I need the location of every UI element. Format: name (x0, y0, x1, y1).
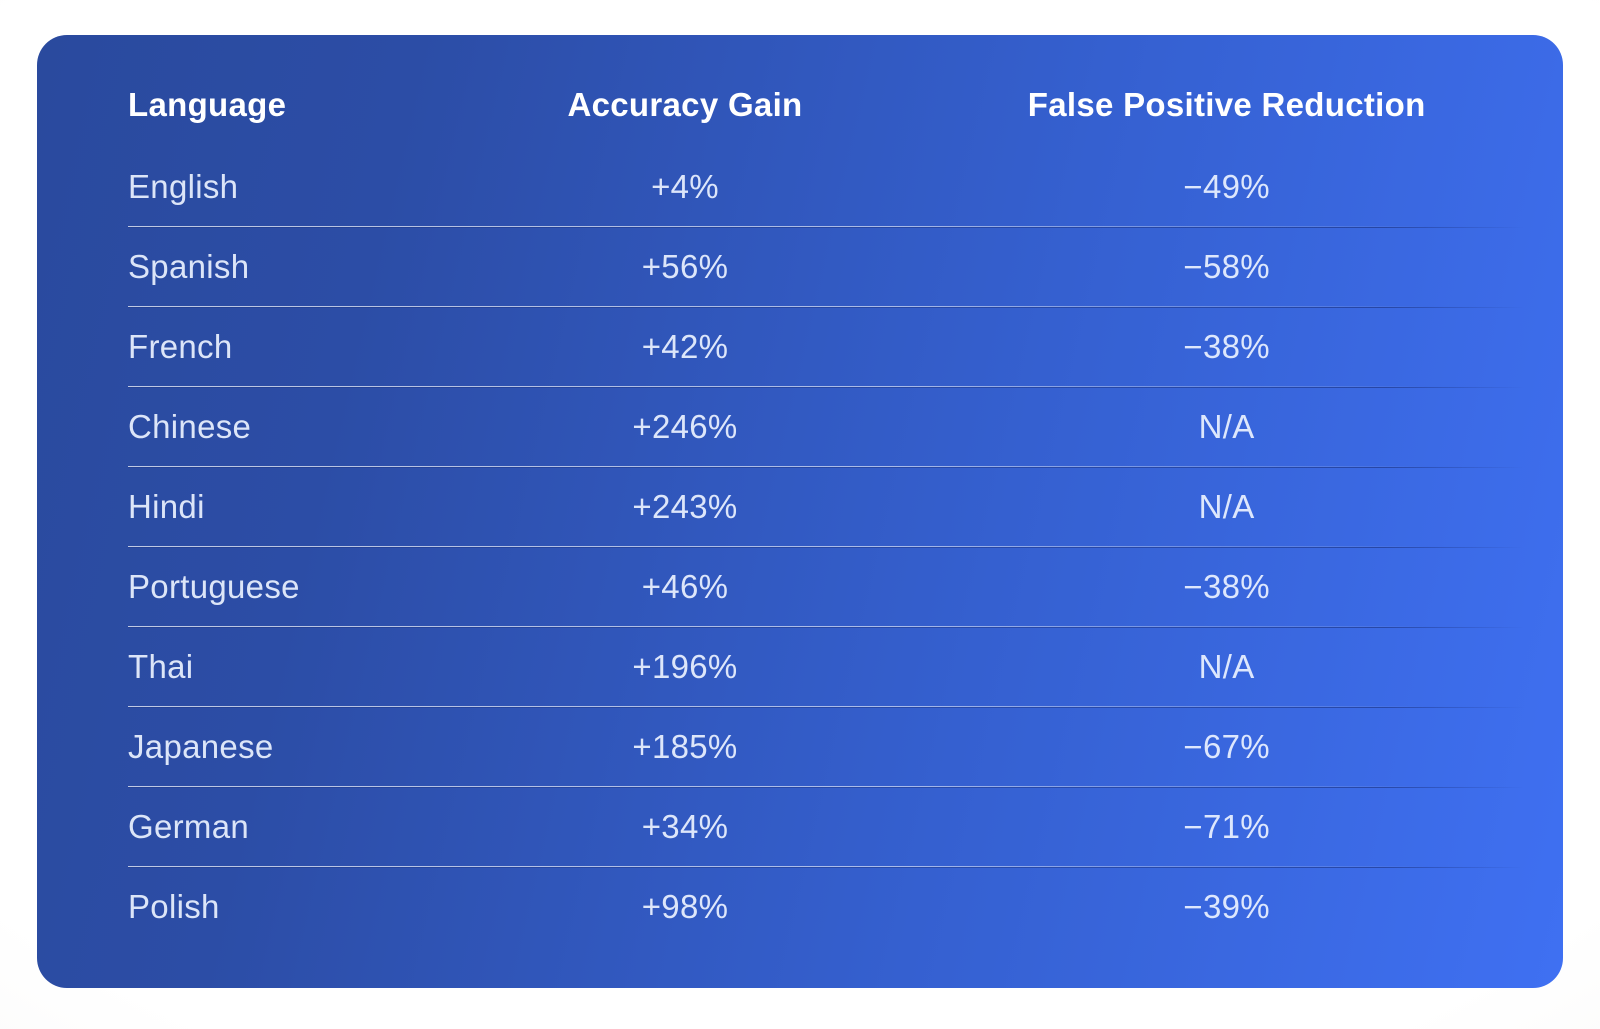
table-row-group: Japanese +185% −67% (128, 708, 1524, 788)
row-divider (128, 466, 1524, 468)
table-row: French +42% −38% (128, 308, 1524, 386)
column-header-false-positive-reduction: False Positive Reduction (1027, 86, 1426, 123)
table-row-group: Hindi +243% N/A (128, 468, 1524, 548)
row-divider (128, 306, 1524, 308)
cell-accuracy-gain: +185% (632, 728, 738, 765)
cell-false-positive-reduction: −38% (1183, 328, 1270, 365)
cell-accuracy-gain: +246% (632, 408, 738, 445)
table-row: Chinese +246% N/A (128, 388, 1524, 466)
cell-false-positive-reduction: N/A (1198, 648, 1255, 685)
cell-language: Hindi (128, 488, 205, 525)
cell-accuracy-gain: +42% (641, 328, 729, 365)
table-row-group: Polish +98% −39% (128, 868, 1524, 946)
column-header-accuracy-gain: Accuracy Gain (567, 86, 803, 123)
cell-false-positive-reduction: −38% (1183, 568, 1270, 605)
cell-false-positive-reduction: −39% (1183, 888, 1270, 925)
cell-language: Polish (128, 888, 220, 925)
cell-language: Thai (128, 648, 194, 685)
table-row-group: Chinese +246% N/A (128, 388, 1524, 468)
cell-language: German (128, 808, 250, 845)
cell-false-positive-reduction: −71% (1183, 808, 1270, 845)
table-row-group: Portuguese +46% −38% (128, 548, 1524, 628)
cell-false-positive-reduction: N/A (1198, 408, 1255, 445)
table-body: English +4% −49% Spanish +56% −58% Frenc… (128, 148, 1524, 946)
table-row: Spanish +56% −58% (128, 228, 1524, 306)
table-row: Thai +196% N/A (128, 628, 1524, 706)
stats-card: Language Accuracy Gain False Positive Re… (37, 35, 1563, 988)
language-stats-table: Language Accuracy Gain False Positive Re… (128, 35, 1524, 946)
cell-false-positive-reduction: N/A (1198, 488, 1255, 525)
table-row-group: Thai +196% N/A (128, 628, 1524, 708)
cell-accuracy-gain: +46% (641, 568, 729, 605)
cell-false-positive-reduction: −49% (1183, 168, 1270, 205)
cell-language: Portuguese (128, 568, 300, 605)
table-row: German +34% −71% (128, 788, 1524, 866)
cell-false-positive-reduction: −67% (1183, 728, 1270, 765)
table-row: Hindi +243% N/A (128, 468, 1524, 546)
table-row: Polish +98% −39% (128, 868, 1524, 946)
cell-language: French (128, 328, 233, 365)
row-divider (128, 786, 1524, 788)
cell-language: Chinese (128, 408, 252, 445)
table-row-group: French +42% −38% (128, 308, 1524, 388)
table-row: Japanese +185% −67% (128, 708, 1524, 786)
row-divider (128, 226, 1524, 228)
cell-accuracy-gain: +4% (651, 168, 719, 205)
table-row: English +4% −49% (128, 148, 1524, 226)
cell-language: Japanese (128, 728, 274, 765)
cell-language: English (128, 168, 239, 205)
table-row: Portuguese +46% −38% (128, 548, 1524, 626)
table-row-group: German +34% −71% (128, 788, 1524, 868)
cell-accuracy-gain: +243% (632, 488, 738, 525)
table-header-row: Language Accuracy Gain False Positive Re… (128, 35, 1524, 148)
cell-accuracy-gain: +98% (641, 888, 729, 925)
cell-accuracy-gain: +196% (632, 648, 738, 685)
row-divider (128, 386, 1524, 388)
column-header-language: Language (128, 86, 287, 123)
row-divider (128, 706, 1524, 708)
row-divider (128, 866, 1524, 868)
row-divider (128, 626, 1524, 628)
cell-false-positive-reduction: −58% (1183, 248, 1270, 285)
cell-language: Spanish (128, 248, 250, 285)
row-divider (128, 546, 1524, 548)
table-row-group: English +4% −49% (128, 148, 1524, 228)
cell-accuracy-gain: +34% (641, 808, 729, 845)
cell-accuracy-gain: +56% (641, 248, 729, 285)
table-row-group: Spanish +56% −58% (128, 228, 1524, 308)
